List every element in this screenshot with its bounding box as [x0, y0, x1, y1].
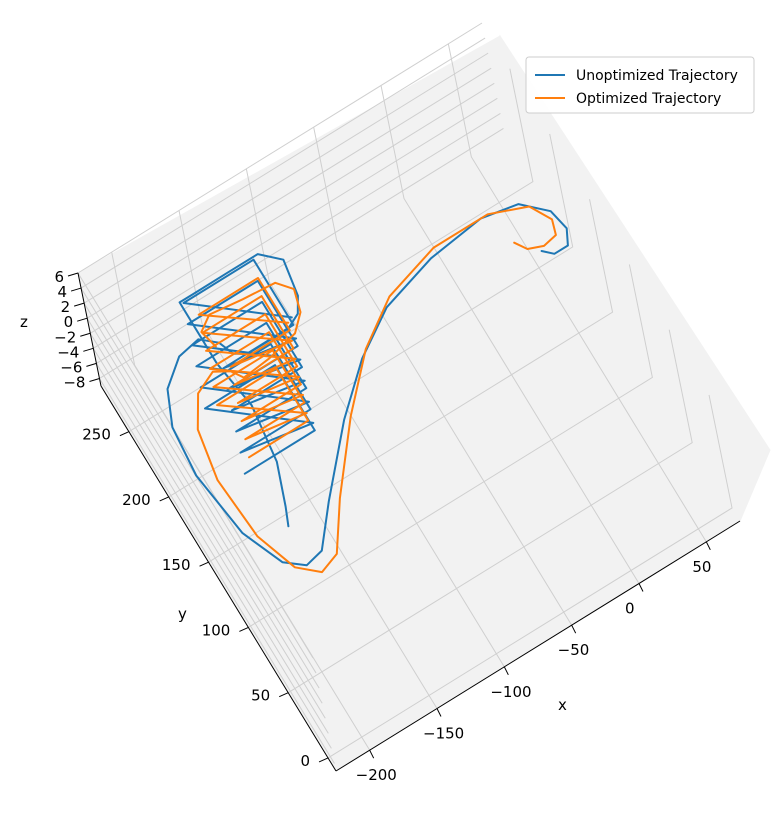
x-grid-line	[447, 43, 707, 543]
y-tick-label: 100	[202, 621, 231, 639]
x-tick-mark	[571, 624, 577, 634]
z-axis-label: z	[20, 313, 28, 331]
z-tick-label: −8	[63, 373, 85, 391]
axis-ticks: −200−150−100−500500501001502002506420−2−…	[54, 268, 711, 784]
x-tick-mark	[503, 666, 509, 676]
x-axis-line	[335, 520, 741, 772]
z-tick-mark	[83, 347, 94, 352]
x-tick-label: −200	[356, 766, 397, 784]
y-grid-line	[327, 394, 733, 759]
legend-label-optimized: Optimized Trajectory	[576, 91, 721, 107]
legend-label-unoptimized: Unoptimized Trajectory	[576, 68, 738, 84]
z-tick-label: −2	[54, 328, 76, 346]
x-axis-label: x	[558, 696, 567, 714]
axes	[77, 272, 741, 772]
y-tick-label: 200	[122, 491, 151, 509]
y-grid-line	[248, 264, 653, 628]
z-tick-label: 2	[61, 298, 71, 316]
x-tick-mark	[638, 583, 644, 592]
y-tick-label: 0	[300, 752, 310, 770]
z-tick-label: −6	[60, 358, 82, 376]
y-tick-mark	[279, 692, 289, 698]
z-tick-mark	[86, 362, 97, 367]
x-tick-label: −50	[558, 641, 590, 659]
x-grid-line	[178, 210, 438, 709]
x-tick-label: 50	[692, 558, 711, 576]
x-tick-mark	[369, 749, 375, 759]
z-tick-mark	[70, 287, 82, 292]
z-tick-label: −4	[57, 343, 79, 361]
x-grid-line	[380, 85, 640, 584]
y-tick-label: 250	[82, 426, 111, 444]
z-tick-mark	[67, 272, 79, 277]
z-tick-label: 6	[54, 268, 64, 286]
y-grid-line	[287, 329, 693, 694]
y-tick-mark	[199, 561, 209, 567]
x-tick-label: −100	[490, 683, 531, 701]
grid-lines	[77, 22, 733, 764]
y-tick-mark	[159, 496, 169, 502]
x-grid-line	[245, 168, 505, 668]
axis-panes	[77, 34, 771, 772]
y-tick-mark	[239, 626, 249, 632]
x-tick-label: 0	[625, 600, 635, 618]
y-axis-label: y	[178, 605, 187, 623]
z-axis-line	[77, 272, 102, 387]
y-tick-label: 50	[251, 687, 270, 705]
y-tick-mark	[318, 757, 329, 763]
optimized-trajectory-line	[196, 205, 557, 574]
y-tick-label: 150	[162, 556, 191, 574]
legend-box	[525, 56, 755, 114]
z-tick-label: 0	[64, 313, 74, 331]
z-tick-mark	[73, 302, 85, 307]
trajectories	[166, 203, 569, 574]
z-tick-mark	[80, 332, 91, 337]
legend: Unoptimized Trajectory Optimized Traject…	[525, 56, 755, 114]
optimized-trajectory-coil	[197, 277, 310, 459]
x-grid-line	[313, 127, 573, 626]
y-axis-line	[100, 385, 337, 772]
z-tick-mark	[89, 377, 100, 382]
z-tick-mark	[77, 317, 88, 322]
x-tick-mark	[436, 708, 442, 717]
x-tick-label: −150	[423, 725, 464, 743]
z-tick-label: 4	[58, 283, 68, 301]
x-tick-mark	[705, 541, 711, 551]
y-tick-mark	[119, 431, 130, 437]
